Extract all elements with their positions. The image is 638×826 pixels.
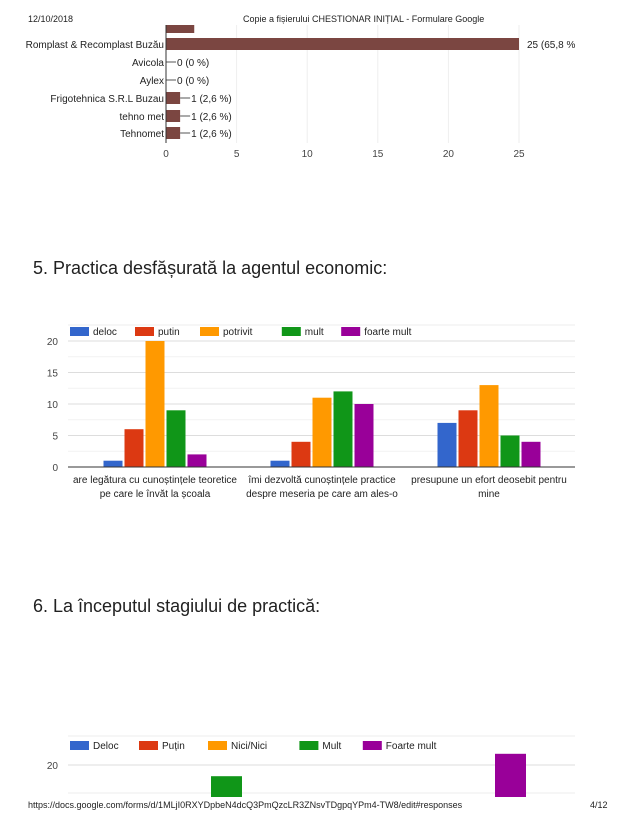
- print-title: Copie a fișierului CHESTIONAR INIȚIAL - …: [243, 14, 485, 24]
- legend-label: Deloc: [93, 741, 119, 752]
- bar-putin: [291, 441, 311, 467]
- legend-label: Mult: [322, 741, 341, 752]
- section-title-6: 6. La începutul stagiului de practică:: [33, 596, 321, 616]
- bar-mult: [166, 410, 186, 467]
- legend-swatch: [70, 327, 89, 336]
- data-label: 1 (2,6 %): [191, 112, 232, 123]
- bar-potrivit: [312, 397, 332, 467]
- bar: [166, 38, 519, 50]
- x-tick-label: 10: [302, 149, 314, 160]
- legend-swatch: [281, 327, 301, 336]
- print-date: 12/10/2018: [28, 14, 74, 24]
- bar-Foarte-mult: [495, 753, 526, 797]
- bar-deloc: [437, 422, 457, 467]
- legend-label: deloc: [93, 327, 117, 338]
- category-label: despre meseria pe care am ales-o: [246, 489, 398, 500]
- stage-start-bar-chart: 20 Deloc Puțin Nici/Nici Mult Foarte mult: [47, 735, 575, 797]
- clip-cover: [0, 0, 638, 25]
- category-label: îmi dezvoltă cunoștințele practice: [247, 475, 396, 486]
- legend-label: foarte mult: [364, 327, 411, 338]
- data-label: 25 (65,8 %: [527, 40, 575, 51]
- legend-label: Puțin: [162, 741, 185, 752]
- section-title-5: 5. Practica desfășurată la agentul econo…: [33, 258, 388, 278]
- y-tick-label: 15: [47, 369, 59, 380]
- legend-swatch: [135, 327, 154, 336]
- legend-label: Nici/Nici: [231, 741, 267, 752]
- y-tick-label: 0: [52, 463, 58, 474]
- page-url: https://docs.google.com/forms/d/1MLjI0RX…: [28, 800, 463, 810]
- bar-mult: [333, 391, 353, 467]
- legend-label: potrivit: [223, 327, 253, 338]
- page-number: 4/12: [590, 800, 608, 810]
- category-label: Romplast & Recomplast Buzău: [26, 40, 164, 51]
- legend-swatch: [362, 741, 382, 750]
- bar-potrivit: [479, 385, 499, 467]
- x-tick-label: 25: [513, 149, 525, 160]
- bar-Mult: [211, 776, 242, 797]
- y-tick-label: 20: [47, 337, 59, 348]
- category-label: are legătura cu cunoștințele teoretice: [73, 475, 237, 486]
- category-label: Aylex: [140, 76, 164, 87]
- category-label: Frigotehnica S.R.L Buzau: [50, 94, 164, 105]
- data-label: 1 (2,6 %): [191, 129, 232, 140]
- x-tick-label: 20: [443, 149, 455, 160]
- bar-deloc: [270, 460, 290, 467]
- bar-putin: [458, 410, 478, 467]
- bar: [166, 127, 181, 139]
- bar: [166, 110, 181, 122]
- category-label: pe care le învăt la școala: [100, 489, 211, 500]
- legend-label: Foarte mult: [386, 741, 437, 752]
- category-label: mine: [478, 489, 500, 500]
- legend-swatch: [208, 741, 227, 750]
- companies-bar-chart: 0 5 10 15 20 25 Romplast & Recomplast Buzău 25 …: [0, 0, 638, 160]
- bar-putin: [124, 429, 144, 467]
- data-label: 1 (2,6 %): [191, 94, 232, 105]
- practice-grouped-bar-chart: 0 5 10 15 20 deloc putin potrivit mult foarte mul…: [47, 324, 575, 500]
- bar-deloc: [103, 460, 123, 467]
- legend-swatch: [299, 741, 319, 750]
- legend-swatch: [341, 327, 361, 336]
- y-tick-label: 10: [47, 400, 59, 411]
- legend-label: mult: [305, 327, 324, 338]
- category-label: Avicola: [132, 58, 164, 69]
- bar: [166, 92, 181, 104]
- legend-swatch: [139, 741, 158, 750]
- bar-potrivit: [145, 341, 165, 467]
- legend-swatch: [200, 327, 219, 336]
- y-tick-label: 5: [52, 432, 58, 443]
- category-label: Tehnomet: [120, 129, 164, 140]
- bar-mult: [500, 435, 520, 467]
- legend-swatch: [70, 741, 89, 750]
- legend-label: putin: [158, 327, 180, 338]
- category-label: tehno met: [120, 112, 165, 123]
- y-tick-label: 20: [47, 761, 59, 772]
- category-label: presupune un efort deosebit pentru: [411, 475, 567, 486]
- x-tick-label: 15: [372, 149, 384, 160]
- bar-foarte-mult: [354, 404, 374, 467]
- x-tick-label: 5: [234, 149, 240, 160]
- data-label: 0 (0 %): [177, 76, 209, 87]
- data-label: 0 (0 %): [177, 58, 209, 69]
- x-tick-label: 0: [163, 149, 169, 160]
- bar-foarte-mult: [187, 454, 207, 467]
- bar-foarte-mult: [521, 441, 541, 467]
